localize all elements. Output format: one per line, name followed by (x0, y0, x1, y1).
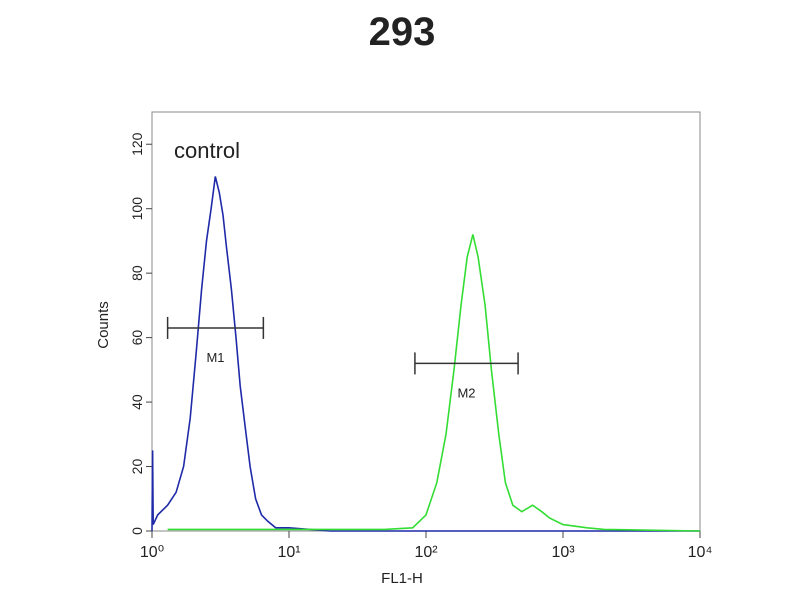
y-tick-label: 20 (129, 459, 145, 475)
y-tick-label: 100 (129, 197, 145, 221)
x-tick-label: 10⁴ (688, 544, 713, 561)
chart-title: 293 (369, 10, 436, 54)
histogram-line (167, 234, 701, 532)
series-label: control (174, 138, 240, 163)
y-tick-label: 0 (129, 527, 145, 535)
x-tick-label: 10² (414, 544, 438, 561)
gate-label: M2 (457, 385, 475, 400)
x-tick-label: 10⁰ (140, 544, 164, 561)
y-axis-label: Counts (95, 301, 112, 349)
x-axis-label: FL1-H (381, 570, 423, 587)
x-tick-label: 10³ (551, 544, 575, 561)
y-tick-label: 40 (129, 394, 145, 410)
y-tick-label: 60 (129, 330, 145, 346)
y-tick-label: 80 (129, 265, 145, 281)
gate-label: M1 (206, 350, 224, 365)
x-tick-label: 10¹ (277, 544, 300, 561)
y-tick-label: 120 (129, 132, 145, 156)
histogram-line (151, 176, 700, 532)
